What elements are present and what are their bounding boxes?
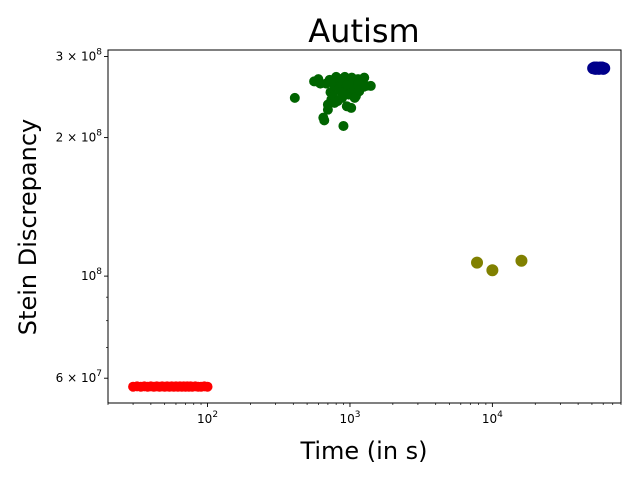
y-axis-label: Stein Discrepancy: [14, 119, 42, 335]
points-layer: [128, 61, 611, 392]
y-tick-label: 2 × 108: [56, 129, 103, 145]
data-point: [341, 80, 352, 91]
series-1: [289, 71, 376, 131]
data-point: [202, 381, 213, 392]
x-axis-label: Time (in s): [299, 437, 427, 465]
series-2: [471, 254, 528, 277]
data-point: [338, 120, 349, 131]
x-axis-ticks: 102 103 104: [107, 403, 622, 426]
chart-title: Autism: [308, 12, 419, 50]
y-tick-label: 6 × 107: [56, 369, 102, 385]
data-point: [335, 74, 346, 85]
y-axis-ticks: 6 × 107 108 2 × 108 3 × 108: [56, 48, 108, 385]
data-point: [349, 92, 360, 103]
y-tick-label: 3 × 108: [56, 48, 103, 64]
x-tick-label: 103: [339, 410, 360, 426]
series-3: [587, 61, 611, 75]
series-0: [128, 381, 213, 392]
data-point: [322, 104, 333, 115]
x-tick-label: 104: [482, 410, 503, 426]
data-point: [598, 62, 611, 75]
data-point: [358, 81, 369, 92]
plot-frame: [107, 49, 622, 404]
data-point: [471, 256, 484, 269]
data-point: [346, 102, 357, 113]
data-point: [329, 97, 340, 108]
data-point: [486, 264, 499, 277]
data-point: [319, 115, 330, 126]
data-point: [313, 77, 324, 88]
data-point: [289, 92, 300, 103]
data-point: [515, 254, 528, 267]
x-tick-label: 102: [197, 410, 218, 426]
y-tick-label: 108: [81, 267, 102, 283]
